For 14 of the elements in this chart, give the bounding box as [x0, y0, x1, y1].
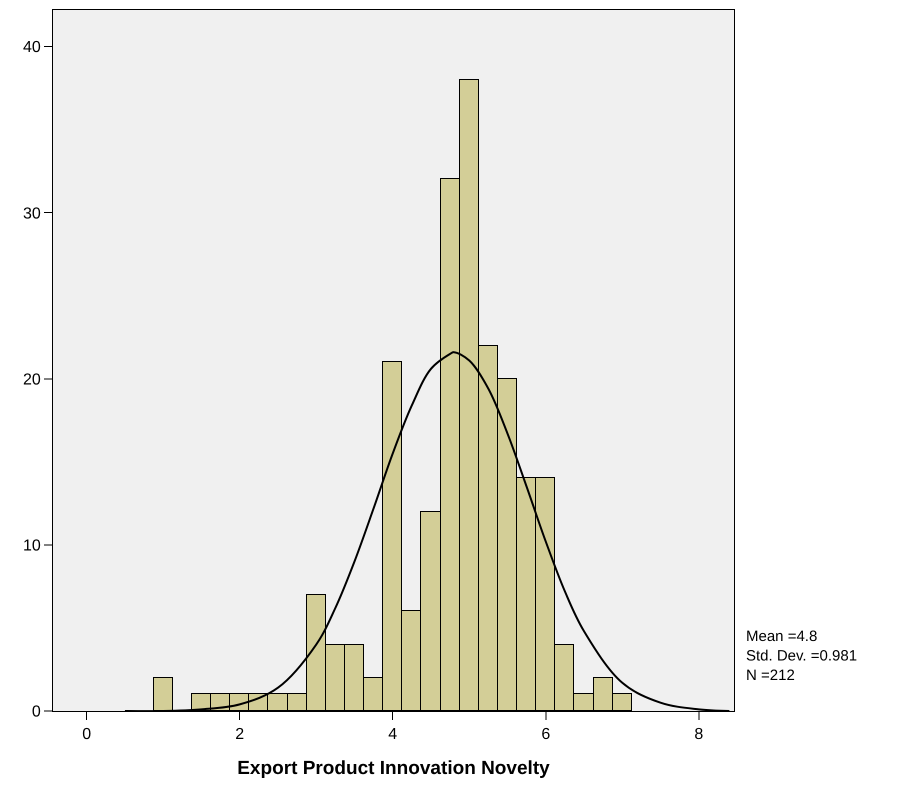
y-tick-label: 10: [23, 537, 41, 554]
y-tick-label: 40: [23, 39, 41, 56]
text: Mean =4.8: [746, 628, 818, 645]
text: N =212: [746, 667, 795, 684]
x-axis-title: Export Product Innovation Novelty: [237, 758, 550, 779]
x-tick-label: 4: [388, 726, 398, 744]
y-tick-label: 30: [23, 205, 41, 222]
x-tick-label: 8: [694, 726, 704, 744]
text: Std. Dev. =0.981: [746, 648, 858, 664]
x-tick-label: 6: [541, 726, 550, 744]
x-tick-label: 2: [235, 726, 244, 744]
x-tick-label: 0: [82, 726, 92, 744]
y-tick-label: 20: [23, 371, 41, 388]
y-tick-label: 0: [32, 704, 41, 721]
